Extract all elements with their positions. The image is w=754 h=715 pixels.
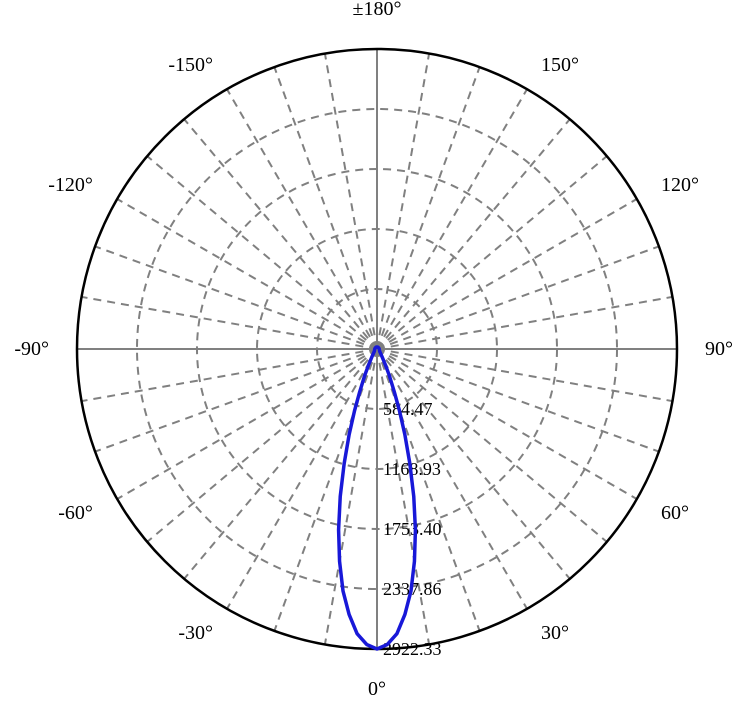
angle-label: 0° [368,678,386,700]
angle-label: ±180° [353,0,402,20]
angle-label: -90° [14,338,49,360]
angle-label: 30° [541,622,569,644]
angle-label: 90° [705,338,733,360]
angle-label: -120° [48,174,93,196]
radial-tick-label: 1753.40 [383,519,442,539]
angle-label: -30° [178,622,213,644]
polar-chart: 584.471168.931753.402337.862922.33±180°1… [0,0,754,715]
angle-label: 60° [661,502,689,524]
angle-label: -60° [58,502,93,524]
angle-label: -150° [168,54,213,76]
angle-label: 150° [541,54,579,76]
angle-label: 120° [661,174,699,196]
radial-tick-label: 584.47 [383,399,433,419]
